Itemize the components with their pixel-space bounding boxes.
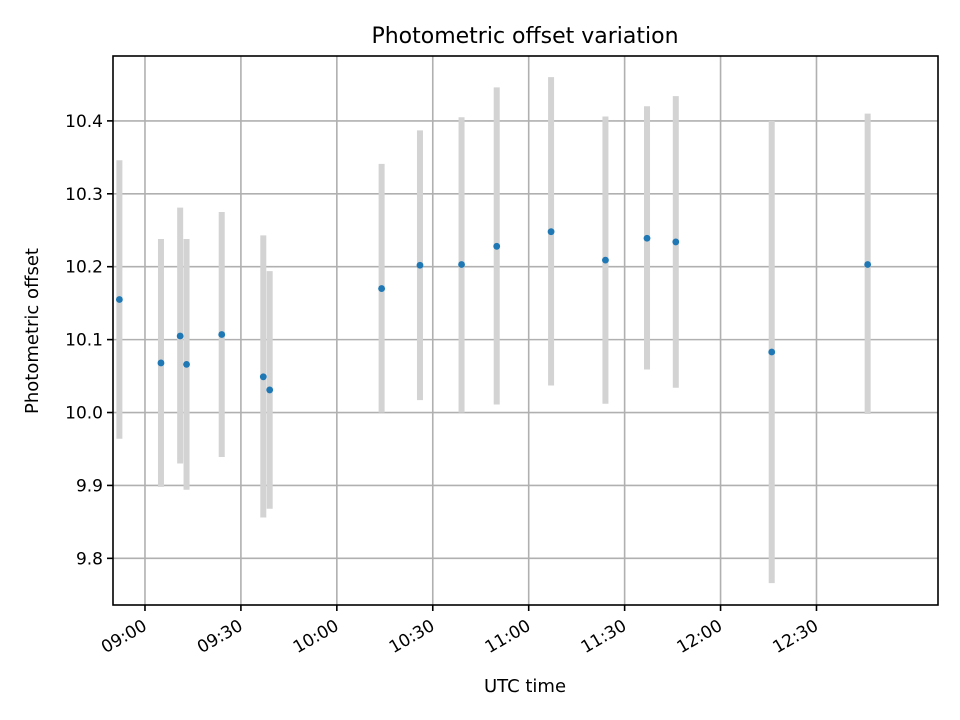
x-tick-label: 11:30: [578, 616, 630, 658]
data-point: [458, 261, 465, 268]
y-axis-label: Photometric offset: [22, 248, 43, 414]
y-tick-label: 9.9: [76, 476, 103, 496]
y-tick-label: 10.1: [65, 331, 103, 351]
data-point: [547, 228, 555, 236]
chart-title: Photometric offset variation: [371, 24, 678, 49]
y-tick-label: 10.3: [65, 185, 103, 205]
data-point: [378, 285, 386, 292]
y-tick-label: 10.4: [65, 112, 103, 132]
data-point: [864, 261, 872, 268]
x-tick-label: 10:00: [290, 616, 342, 658]
data-point: [157, 359, 165, 367]
x-tick-label: 11:00: [482, 616, 534, 658]
data-point: [493, 242, 501, 250]
x-tick-label: 09:00: [98, 616, 150, 658]
data-point: [266, 386, 274, 394]
y-tick-label: 10.2: [65, 258, 103, 278]
data-point: [768, 348, 776, 356]
x-tick-label: 12:00: [674, 616, 726, 658]
x-axis-ticks: 09:00 09:30 10:00 10:30 11:00 11:30 12:00 12:30: [98, 605, 822, 658]
gridlines: [113, 56, 938, 605]
data-point: [115, 296, 123, 303]
y-tick-label: 10.0: [65, 404, 103, 424]
y-tick-label: 9.8: [76, 549, 103, 569]
data-point: [643, 234, 651, 242]
plot-frame: [112, 55, 939, 606]
data-point: [218, 331, 226, 338]
error-bars: [116, 77, 871, 584]
data-point: [416, 261, 424, 269]
data-point: [602, 256, 609, 264]
x-axis-label: UTC time: [484, 676, 566, 697]
x-tick-label: 10:30: [386, 616, 438, 658]
data-point: [176, 332, 184, 340]
x-tick-label: 12:30: [770, 616, 822, 658]
y-axis-ticks: 9.8 9.9 10.0 10.1 10.2 10.3 10.4: [65, 112, 113, 569]
data-point: [183, 361, 190, 368]
data-points: [115, 228, 872, 394]
data-point: [672, 238, 680, 246]
data-point: [259, 373, 267, 381]
x-tick-label: 09:30: [194, 616, 246, 658]
